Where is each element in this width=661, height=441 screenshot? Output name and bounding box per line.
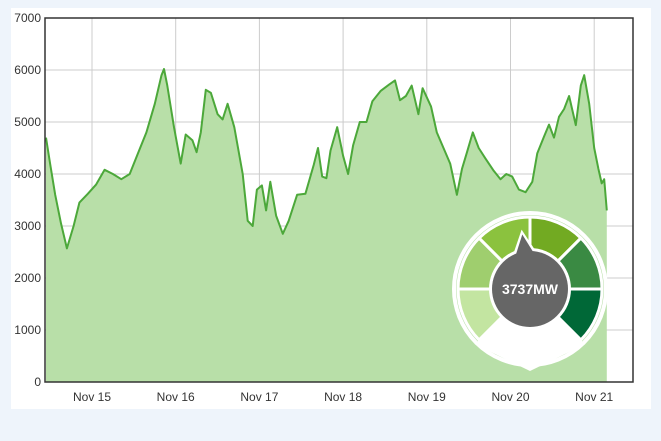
y-tick-label: 1000 bbox=[14, 323, 41, 337]
y-tick-label: 2000 bbox=[14, 271, 41, 285]
series-line bbox=[45, 68, 608, 250]
gauge-center bbox=[492, 251, 568, 327]
y-tick-label: 4000 bbox=[14, 167, 41, 181]
chart-card: 0 1000 2000 3000 4000 5000 6000 7000 Nov 15 Nov 1… bbox=[11, 8, 651, 409]
x-tick-label: Nov 15 bbox=[73, 390, 111, 404]
x-tick-label: Nov 20 bbox=[491, 390, 529, 404]
x-tick-label: Nov 18 bbox=[324, 390, 362, 404]
area-chart: 0 1000 2000 3000 4000 5000 6000 7000 Nov 15 Nov 1… bbox=[14, 11, 634, 404]
y-tick-label: 0 bbox=[34, 375, 41, 389]
plot-border bbox=[44, 17, 634, 383]
y-tick-label: 6000 bbox=[14, 63, 41, 77]
y-tick-label: 5000 bbox=[14, 115, 41, 129]
y-tick-label: 7000 bbox=[14, 11, 41, 25]
gauge-readout: 3737MW bbox=[502, 281, 559, 297]
y-tick-label: 3000 bbox=[14, 219, 41, 233]
x-tick-label: Nov 21 bbox=[575, 390, 613, 404]
x-tick-label: Nov 19 bbox=[408, 390, 446, 404]
x-tick-label: Nov 16 bbox=[157, 390, 195, 404]
x-tick-label: Nov 17 bbox=[240, 390, 278, 404]
